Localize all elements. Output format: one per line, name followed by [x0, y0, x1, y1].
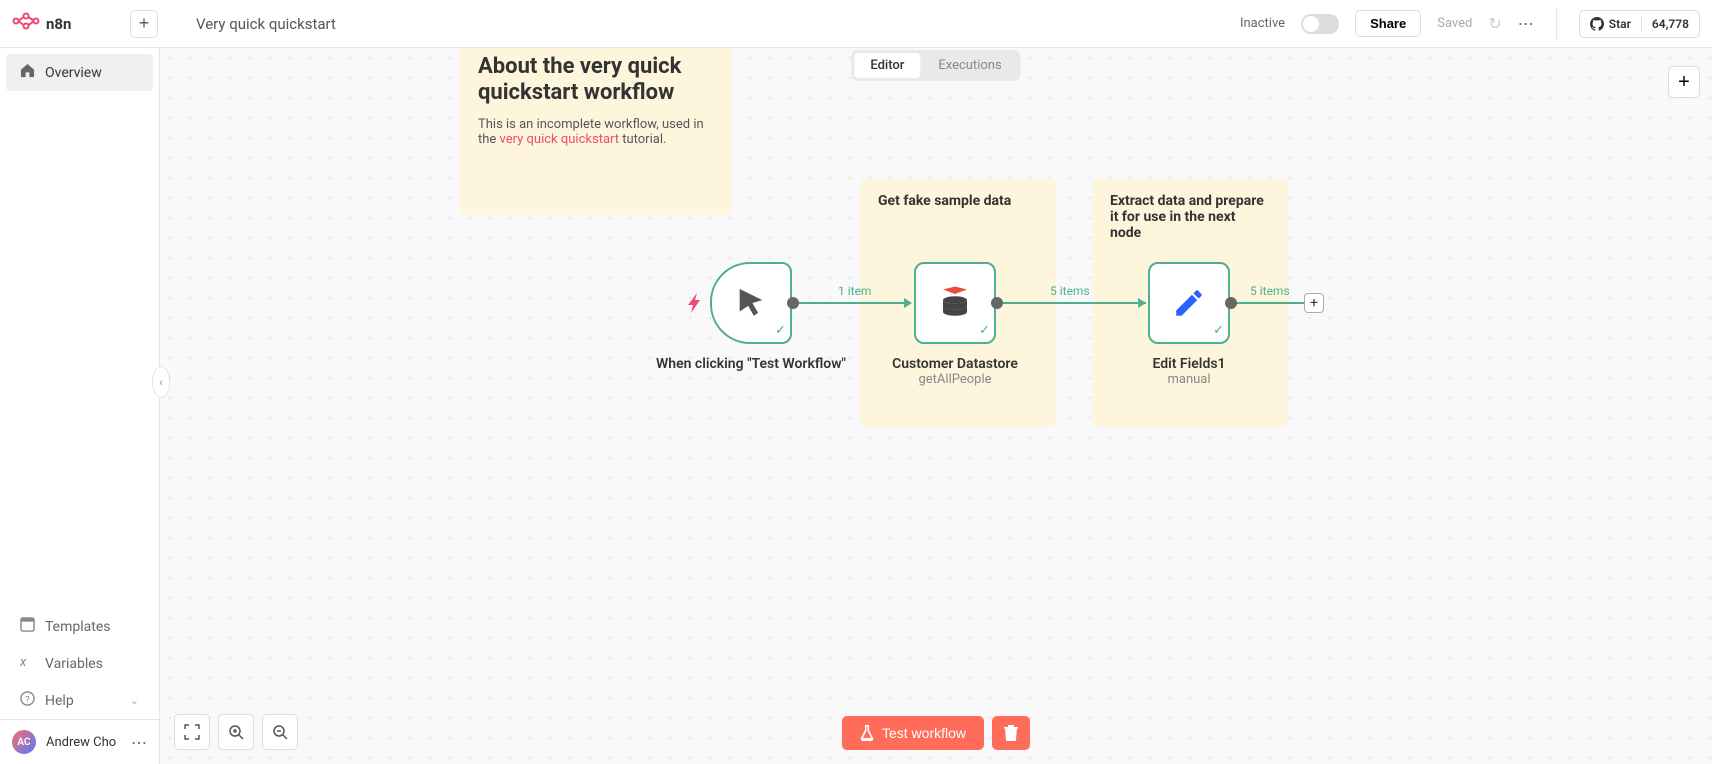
output-port[interactable]: [1225, 297, 1237, 309]
node-title: When clicking "Test Workflow": [651, 356, 851, 372]
svg-text:x: x: [20, 655, 27, 669]
github-star[interactable]: Star 64,778: [1579, 10, 1700, 38]
star-count: 64,778: [1641, 17, 1699, 31]
arrow-icon: [904, 298, 912, 308]
sticky-a-label: Get fake sample data: [878, 193, 1038, 209]
avatar[interactable]: AC: [12, 730, 36, 754]
connection[interactable]: [794, 302, 910, 304]
zoom-in-button[interactable]: [218, 714, 254, 750]
tab-editor[interactable]: Editor: [854, 53, 920, 78]
node-datastore[interactable]: ✓ Customer Datastore getAllPeople: [914, 262, 996, 344]
test-workflow-label: Test workflow: [882, 725, 966, 741]
sticky-link[interactable]: very quick quickstart: [500, 132, 619, 147]
output-port[interactable]: [787, 297, 799, 309]
trash-icon: [1004, 725, 1018, 741]
logo-icon: [12, 12, 40, 35]
node-title: Edit Fields1: [1089, 356, 1289, 372]
github-icon: [1590, 17, 1604, 31]
sidebar-item-label: Help: [45, 693, 74, 709]
zoom-out-button[interactable]: [262, 714, 298, 750]
check-icon: ✓: [1213, 323, 1224, 338]
new-workflow-button[interactable]: +: [130, 10, 158, 38]
topbar: n8n + Very quick quickstart Inactive Sha…: [0, 0, 1712, 48]
inactive-label: Inactive: [1240, 16, 1285, 31]
view-tabs: Editor Executions: [851, 50, 1020, 81]
chevron-down-icon: ⌄: [130, 694, 139, 707]
user-name: Andrew Cho: [46, 735, 121, 750]
connection-label: 5 items: [1050, 284, 1090, 298]
divider: [1556, 8, 1557, 40]
variables-icon: x: [20, 654, 35, 673]
add-next-node-button[interactable]: +: [1304, 293, 1324, 313]
output-port[interactable]: [991, 297, 1003, 309]
sidebar-item-label: Variables: [45, 656, 103, 672]
node-edit-fields[interactable]: ✓ Edit Fields1 manual: [1148, 262, 1230, 344]
sticky-body: This is an incomplete workflow, used in …: [478, 117, 714, 147]
undo-icon[interactable]: ↻: [1488, 14, 1501, 33]
workflow-name[interactable]: Very quick quickstart: [196, 15, 336, 33]
sticky-body-post: tutorial.: [619, 132, 666, 147]
saved-label: Saved: [1437, 16, 1472, 31]
add-node-button[interactable]: +: [1668, 66, 1700, 98]
sticky-note-main[interactable]: About the very quick quickstart workflow…: [460, 48, 732, 215]
delete-button[interactable]: [992, 716, 1030, 750]
check-icon: ✓: [979, 323, 990, 338]
arrow-icon: [1138, 298, 1146, 308]
tab-executions[interactable]: Executions: [922, 53, 1017, 78]
fit-icon: [184, 724, 200, 740]
active-toggle[interactable]: [1301, 14, 1339, 34]
home-icon: [20, 63, 35, 82]
cursor-icon: [734, 286, 768, 320]
sidebar: Overview Templates x Variables ? Help ⌄ …: [0, 48, 160, 764]
sidebar-item-label: Templates: [45, 619, 111, 635]
test-workflow-button[interactable]: Test workflow: [842, 716, 984, 750]
zoom-in-icon: [228, 724, 244, 740]
star-label: Star: [1609, 17, 1631, 31]
help-icon: ?: [20, 691, 35, 710]
node-trigger[interactable]: ✓ When clicking "Test Workflow": [710, 262, 792, 344]
connection-label: 5 items: [1250, 284, 1290, 298]
sidebar-collapse-handle[interactable]: ‹: [152, 366, 170, 398]
zoom-controls: [174, 714, 298, 750]
svg-text:?: ?: [25, 694, 30, 705]
sticky-title: About the very quick quickstart workflow: [478, 54, 714, 107]
sidebar-item-label: Overview: [45, 65, 102, 81]
connection-label: 1 item: [838, 284, 871, 298]
sticky-b-label: Extract data and prepare it for use in t…: [1110, 193, 1270, 241]
flask-icon: [860, 725, 874, 741]
sidebar-item-help[interactable]: ? Help ⌄: [6, 682, 153, 719]
datastore-icon: [937, 285, 973, 321]
brand-text: n8n: [46, 15, 71, 33]
fit-view-button[interactable]: [174, 714, 210, 750]
pencil-icon: [1172, 286, 1206, 320]
logo[interactable]: n8n: [12, 12, 130, 35]
share-button[interactable]: Share: [1355, 10, 1421, 37]
connection[interactable]: [998, 302, 1146, 304]
check-icon: ✓: [775, 323, 786, 338]
sidebar-item-templates[interactable]: Templates: [6, 608, 153, 645]
canvas[interactable]: Editor Executions + About the very quick…: [160, 48, 1712, 764]
node-subtitle: manual: [1089, 372, 1289, 387]
sidebar-item-overview[interactable]: Overview: [6, 54, 153, 91]
test-workflow-bar: Test workflow: [842, 716, 1030, 750]
sidebar-item-variables[interactable]: x Variables: [6, 645, 153, 682]
templates-icon: [20, 617, 35, 636]
more-icon[interactable]: ⋯: [1518, 14, 1534, 33]
connection[interactable]: [1232, 302, 1304, 304]
zoom-out-icon: [272, 724, 288, 740]
trigger-bolt-icon: [688, 293, 702, 318]
user-more-icon[interactable]: ⋯: [131, 733, 147, 752]
sidebar-footer: AC Andrew Cho ⋯: [0, 719, 159, 764]
node-subtitle: getAllPeople: [855, 372, 1055, 387]
node-title: Customer Datastore: [855, 356, 1055, 372]
